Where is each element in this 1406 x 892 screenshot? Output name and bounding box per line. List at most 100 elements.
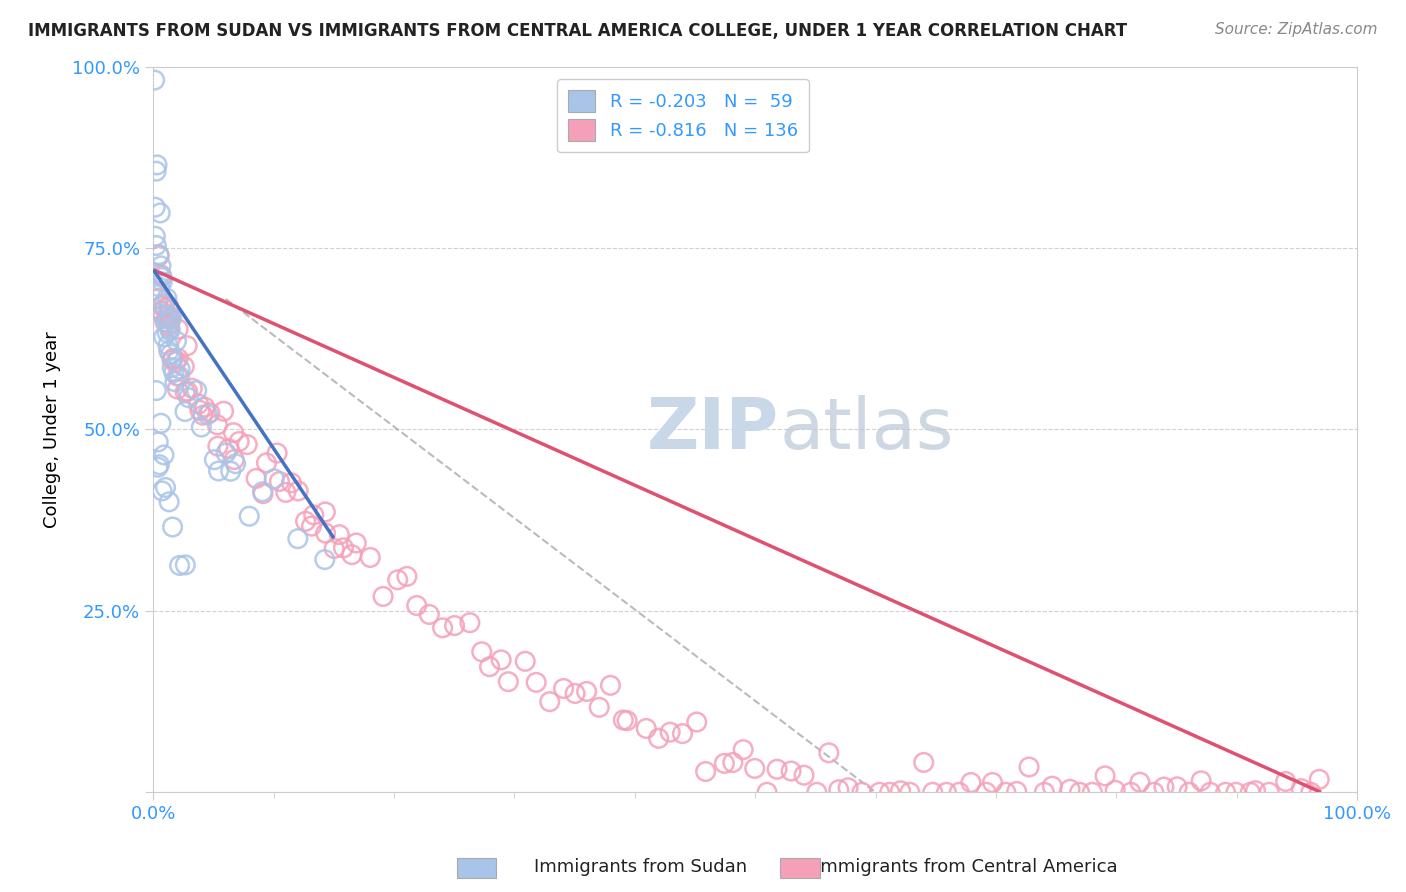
Point [252,484,274,499]
Point [1178,785,1201,799]
Point [328,527,350,541]
Point [1119,785,1142,799]
Point [163,366,186,380]
Point [671,726,693,740]
Point [458,615,481,630]
Point [974,785,997,799]
Point [1129,775,1152,789]
Point [1143,785,1166,799]
Point [160,311,183,326]
Point [163,375,186,389]
Point [142,283,165,297]
Point [1291,781,1313,796]
Point [1033,785,1056,799]
Point [274,485,297,500]
Point [166,369,188,384]
Point [176,339,198,353]
Point [1018,760,1040,774]
Point [1189,773,1212,788]
Point [149,280,172,294]
Point [148,247,170,261]
Point [553,681,575,696]
Point [912,756,935,770]
Point [169,558,191,573]
Text: atlas: atlas [779,395,953,464]
Point [432,621,454,635]
Point [733,742,755,756]
Point [269,475,291,489]
Point [1244,783,1267,797]
Point [190,420,212,434]
Point [166,334,188,348]
Point [443,618,465,632]
Point [150,299,173,313]
Point [647,731,669,746]
Point [204,452,226,467]
Point [471,645,494,659]
Point [371,590,394,604]
Point [198,406,221,420]
Point [280,475,302,490]
Point [153,448,176,462]
Point [314,505,336,519]
Point [1040,779,1063,793]
Point [181,381,204,395]
Point [1153,780,1175,794]
Point [868,785,890,799]
Point [994,785,1017,799]
Point [793,768,815,782]
Point [575,684,598,698]
Point [766,762,789,776]
Point [236,437,259,451]
Point [1104,783,1126,797]
Point [515,654,537,668]
Point [212,404,235,418]
Point [1166,780,1188,794]
Point [263,472,285,486]
Legend: R = -0.203   N =  59, R = -0.816   N = 136: R = -0.203 N = 59, R = -0.816 N = 136 [557,79,808,153]
Point [159,324,181,338]
Point [150,268,173,283]
Point [157,312,180,326]
Point [1199,785,1222,799]
Point [889,783,911,797]
Point [157,318,180,333]
Point [215,446,238,460]
Point [744,761,766,775]
Point [588,700,610,714]
Point [256,456,278,470]
Text: Immigrants from Central America: Immigrants from Central America [815,858,1118,876]
Point [162,520,184,534]
Point [143,73,166,87]
Point [173,359,195,374]
Point [194,400,217,414]
Point [166,382,188,396]
Point [148,292,170,306]
Point [405,599,427,613]
Point [149,206,172,220]
Point [266,446,288,460]
Point [599,678,621,692]
Point [245,471,267,485]
Point [524,675,547,690]
Point [156,291,179,305]
Point [188,403,211,417]
Point [721,756,744,770]
Point [418,607,440,622]
Point [332,541,354,555]
Point [169,369,191,384]
Point [948,785,970,799]
Point [149,259,172,273]
Point [145,238,167,252]
Point [252,486,274,500]
Point [155,481,177,495]
Point [156,326,179,340]
Point [616,714,638,728]
Point [157,308,180,322]
Point [806,785,828,799]
Point [165,354,187,368]
Point [157,344,180,359]
Point [323,541,346,556]
Point [174,404,197,418]
Point [302,508,325,522]
